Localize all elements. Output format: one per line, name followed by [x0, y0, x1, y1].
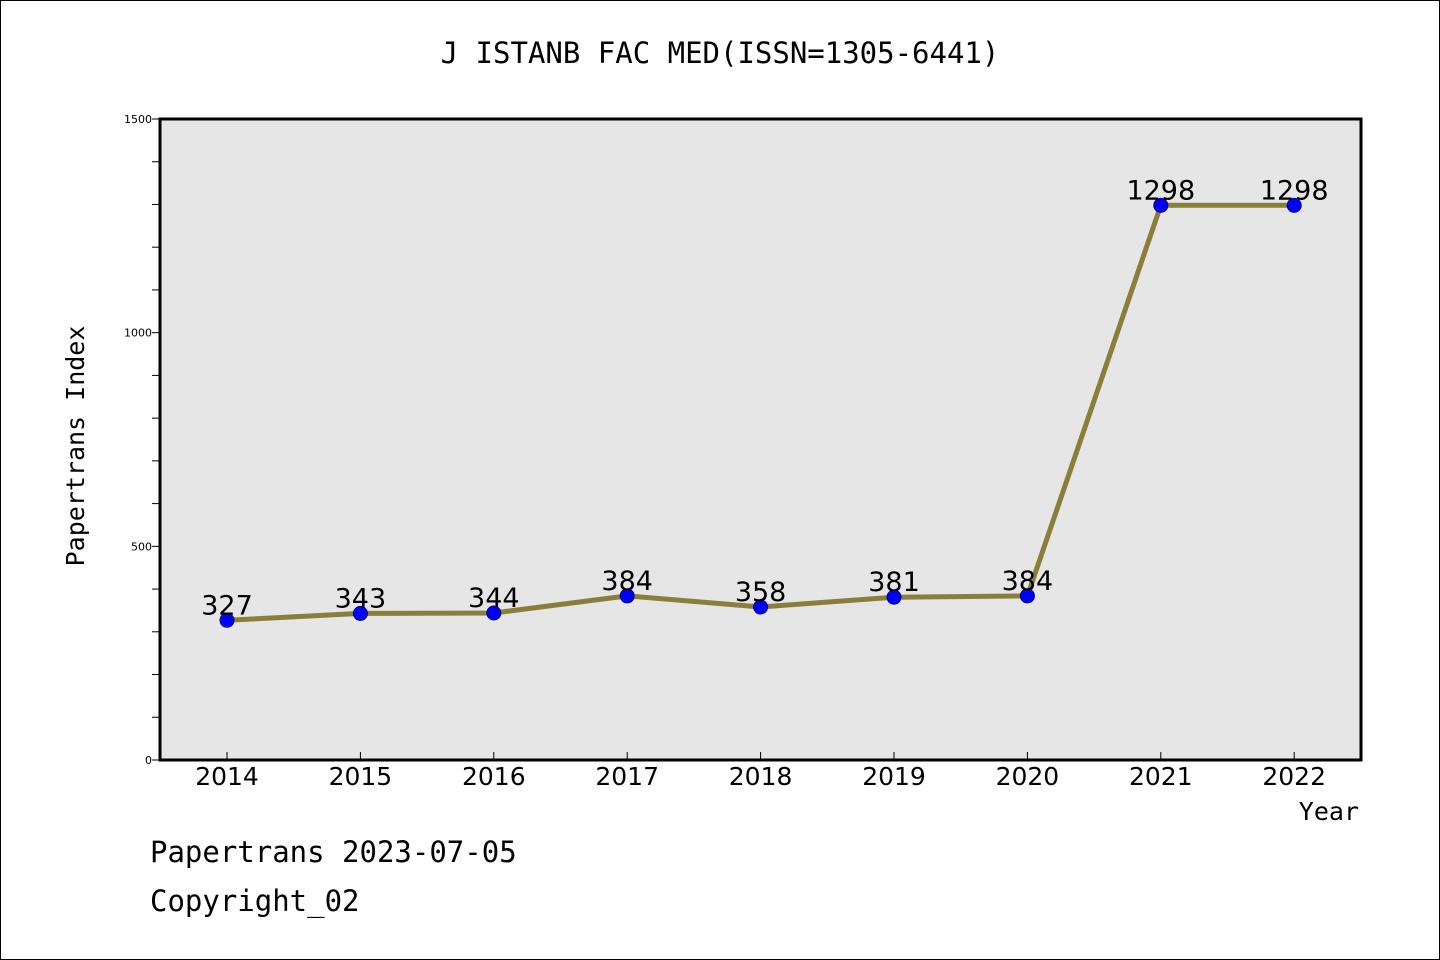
x-tick-label: 2018 — [729, 762, 793, 791]
data-label: 358 — [735, 577, 787, 608]
x-axis: 2014 2015 2016 2017 2018 2019 2020 2021 2022 — [195, 752, 1326, 791]
x-tick-label: 2014 — [195, 762, 259, 791]
y-axis: 0 500 1000 1500 — [124, 113, 160, 767]
y-tick-label: 1000 — [124, 327, 152, 340]
data-labels: 327 343 344 384 358 381 384 1298 1298 — [201, 175, 1328, 621]
y-tick-label: 0 — [145, 754, 152, 767]
x-tick-label: 2021 — [1129, 762, 1193, 791]
data-point — [1286, 197, 1302, 213]
x-tick-label: 2022 — [1262, 762, 1326, 791]
data-point — [352, 605, 368, 621]
data-label: 1298 — [1260, 175, 1329, 206]
data-label: 381 — [868, 567, 920, 598]
data-point — [753, 599, 769, 615]
data-point — [1153, 197, 1169, 213]
data-label: 327 — [201, 590, 253, 621]
x-tick-label: 2015 — [329, 762, 393, 791]
data-label: 384 — [1002, 566, 1054, 597]
data-label: 1298 — [1126, 175, 1195, 206]
data-point — [1019, 588, 1035, 604]
footer-copyright: Copyright_02 — [150, 884, 360, 918]
x-tick-label: 2016 — [462, 762, 526, 791]
plot-area — [158, 117, 1363, 762]
data-label: 344 — [468, 583, 520, 614]
x-axis-title: Year — [1299, 797, 1359, 826]
x-tick-label: 2020 — [996, 762, 1060, 791]
data-label: 384 — [601, 566, 653, 597]
data-markers — [219, 197, 1302, 628]
data-point — [619, 588, 635, 604]
y-axis-title: Papertrans Index — [61, 326, 90, 567]
data-label: 343 — [335, 583, 387, 614]
data-point — [486, 605, 502, 621]
x-tick-label: 2019 — [862, 762, 926, 791]
y-tick-label: 1500 — [124, 113, 152, 126]
data-point — [219, 612, 235, 628]
y-tick-label: 500 — [131, 540, 152, 553]
data-point — [886, 589, 902, 605]
x-tick-label: 2017 — [595, 762, 659, 791]
chart-title: J ISTANB FAC MED(ISSN=1305-6441) — [440, 36, 1000, 70]
footer-date: Papertrans 2023-07-05 — [150, 835, 517, 869]
